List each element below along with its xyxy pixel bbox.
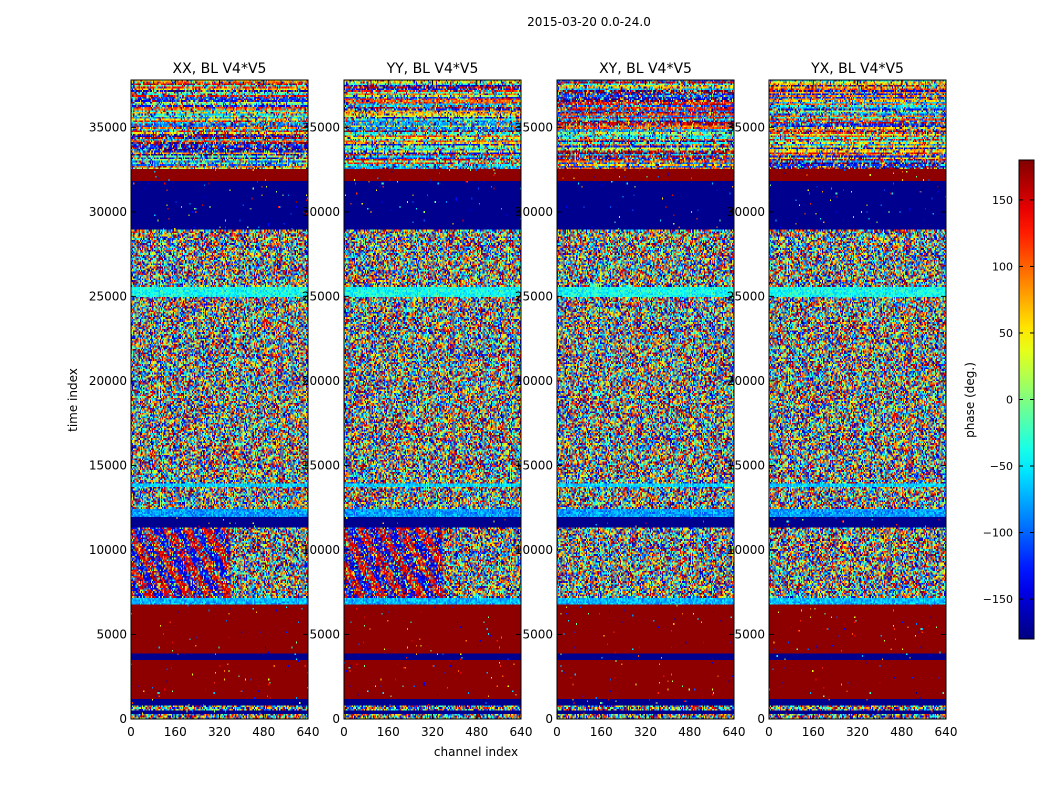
colorbar-label: phase (deg.) [963,362,977,438]
x-tick-label: 640 [723,725,746,739]
x-tick-label: 320 [421,725,444,739]
y-tick-label: 10000 [302,543,340,557]
y-tick-label: 20000 [302,374,340,388]
y-tick-label: 25000 [89,289,127,303]
y-tick-label: 15000 [302,458,340,472]
panel-4: YX, BL V4*V5 0 160 320 480 640 0 5000 10000 15000… [727,61,958,739]
panels: XX, BL V4*V5 0 160 320 480 640 0 5000 10000 15000… [89,61,958,739]
x-tick-label: 160 [377,725,400,739]
y-tick-label: 5000 [309,627,340,641]
y-tick-label: 0 [119,712,127,726]
phase-heatmap-1 [131,80,308,719]
colorbar-tick-label: −50 [990,460,1013,473]
y-tick-label: 10000 [89,543,127,557]
panel-3: XY, BL V4*V5 0 160 320 480 640 0 5000 10000 15000… [515,61,746,739]
colorbar-tick-label: 50 [999,327,1013,340]
y-tick-label: 15000 [515,458,553,472]
colorbar-tick-label: 0 [1006,394,1013,407]
x-tick-label: 480 [890,725,913,739]
x-tick-label: 0 [340,725,348,739]
colorbar-tick-label: 100 [992,260,1013,273]
x-axis-label: channel index [434,745,518,759]
y-tick-label: 35000 [89,120,127,134]
x-tick-label: 160 [590,725,613,739]
y-tick-label: 30000 [515,205,553,219]
x-tick-label: 0 [553,725,561,739]
panel-title: YX, BL V4*V5 [810,61,904,77]
y-tick-label: 0 [545,712,553,726]
x-tick-label: 480 [465,725,488,739]
y-tick-label: 5000 [734,627,765,641]
phase-heatmap-2 [344,80,521,719]
y-tick-label: 15000 [727,458,765,472]
y-tick-label: 20000 [89,374,127,388]
colorbar-tick-label: 150 [992,194,1013,207]
x-tick-label: 320 [208,725,231,739]
x-tick-label: 640 [935,725,958,739]
panel-title: XY, BL V4*V5 [599,61,692,77]
x-tick-label: 160 [164,725,187,739]
y-tick-label: 30000 [727,205,765,219]
y-tick-label: 25000 [302,289,340,303]
y-tick-label: 20000 [727,374,765,388]
x-tick-label: 640 [297,725,320,739]
y-tick-label: 15000 [89,458,127,472]
y-tick-label: 35000 [515,120,553,134]
y-tick-label: 0 [332,712,340,726]
x-tick-label: 320 [846,725,869,739]
x-tick-label: 640 [510,725,533,739]
y-tick-label: 30000 [302,205,340,219]
y-tick-label: 35000 [302,120,340,134]
x-tick-label: 160 [802,725,825,739]
x-tick-label: 480 [678,725,701,739]
panel-2: YY, BL V4*V5 0 160 320 480 640 0 5000 10000 15000… [302,61,533,739]
x-tick-label: 0 [765,725,773,739]
panel-title: YY, BL V4*V5 [386,61,479,77]
y-tick-label: 35000 [727,120,765,134]
x-tick-label: 480 [252,725,275,739]
x-tick-label: 0 [127,725,135,739]
y-tick-label: 10000 [727,543,765,557]
y-tick-label: 30000 [89,205,127,219]
x-tick-label: 320 [634,725,657,739]
panel-title: XX, BL V4*V5 [173,61,267,77]
y-tick-label: 0 [757,712,765,726]
y-tick-label: 25000 [727,289,765,303]
colorbar: −150 −100 −50 0 50 100 150 [983,159,1035,640]
colorbar-tick-label: −100 [983,527,1013,540]
phase-heatmap-3 [557,80,734,719]
colorbar-tick-label: −150 [983,593,1013,606]
y-tick-label: 5000 [96,627,127,641]
y-tick-label: 20000 [515,374,553,388]
phase-heatmap-4 [769,80,946,719]
y-axis-label: time index [66,368,80,432]
y-tick-label: 10000 [515,543,553,557]
y-tick-label: 5000 [522,627,553,641]
figure-title: 2015-03-20 0.0-24.0 [527,15,651,29]
y-tick-label: 25000 [515,289,553,303]
panel-1: XX, BL V4*V5 0 160 320 480 640 0 5000 10000 15000… [89,61,320,739]
